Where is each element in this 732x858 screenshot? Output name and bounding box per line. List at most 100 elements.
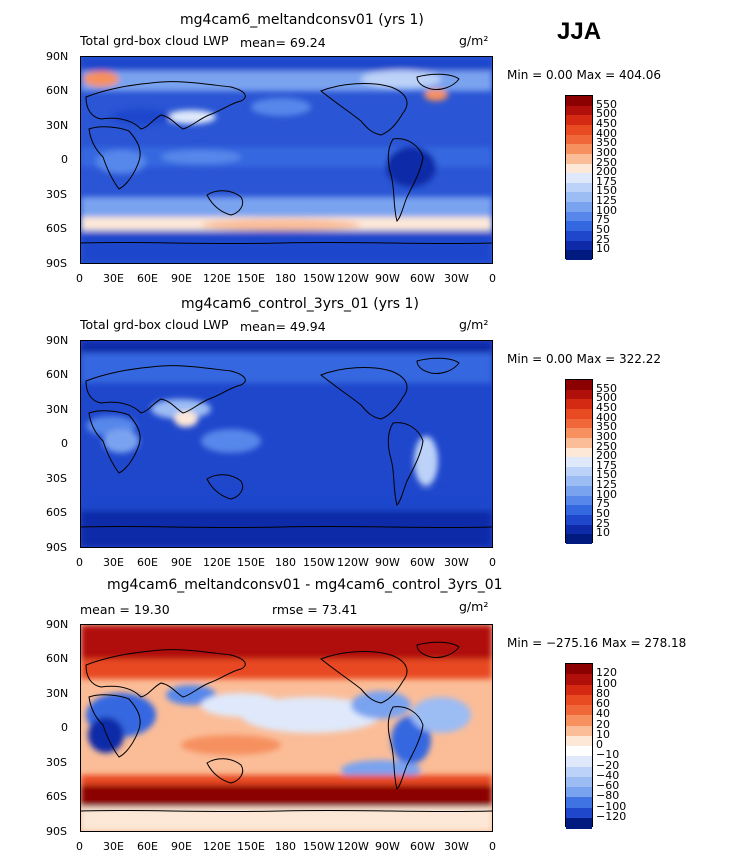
- colorbar-label: 10: [596, 526, 610, 540]
- lon-tick-label: 180: [275, 272, 296, 285]
- lat-tick-label: 90S: [46, 825, 67, 838]
- colorbar-label: 450: [596, 116, 617, 130]
- panel-2-mean: mean= 49.94: [240, 319, 326, 334]
- colorbar-swatch: [566, 250, 592, 261]
- colorbar-swatch: [566, 756, 592, 767]
- lon-tick-label: 60E: [137, 556, 158, 569]
- colorbar-swatch: [566, 515, 592, 526]
- panel-2-units: g/m²: [459, 317, 489, 332]
- lat-tick-label: 0: [61, 153, 68, 166]
- lat-tick-label: 0: [61, 721, 68, 734]
- lat-tick-label: 60N: [46, 84, 69, 97]
- lon-tick-label: 0: [76, 556, 83, 569]
- lon-tick-label: 150W: [303, 272, 335, 285]
- colorbar-swatch: [566, 664, 592, 675]
- lon-tick-label: 0: [76, 272, 83, 285]
- lat-tick-label: 30N: [46, 403, 69, 416]
- colorbar-label: 25: [596, 232, 610, 246]
- colorbar-label: 175: [596, 174, 617, 188]
- panel-2-title: mg4cam6_control_3yrs_01 (yrs 1): [181, 296, 419, 312]
- lon-tick-label: 120E: [203, 272, 231, 285]
- lon-tick-label: 90W: [375, 272, 400, 285]
- panel-1-variable-label: Total grd-box cloud LWP: [80, 33, 229, 48]
- lon-tick-label: 150E: [237, 272, 265, 285]
- lat-tick-label: 90N: [46, 618, 69, 631]
- colorbar-swatch: [566, 153, 592, 165]
- panel-3-min-max: Min = −275.16 Max = 278.18: [507, 636, 687, 650]
- colorbar-label: 550: [596, 381, 617, 395]
- lat-tick-label: 30S: [46, 188, 67, 201]
- panel-1-units: g/m²: [459, 33, 489, 48]
- lon-tick-label: 0: [489, 556, 496, 569]
- colorbar-label: 0: [596, 738, 603, 751]
- colorbar-swatch: [566, 746, 592, 757]
- lon-tick-label: 60W: [410, 556, 435, 569]
- colorbar-swatch: [566, 725, 592, 737]
- colorbar-label: 40: [596, 707, 610, 721]
- colorbar-label: 250: [596, 155, 617, 169]
- colorbar-label: 25: [596, 516, 610, 530]
- colorbar-swatch: [566, 495, 592, 506]
- colorbar-label: 75: [596, 213, 610, 227]
- colorbar-swatch: [566, 399, 592, 410]
- colorbar-label: 500: [596, 107, 617, 121]
- colorbar-label: 75: [596, 497, 610, 511]
- colorbar-swatch: [566, 694, 592, 706]
- colorbar-swatch: [566, 428, 592, 439]
- colorbar-label: 450: [596, 400, 617, 414]
- colorbar-swatch: [566, 705, 592, 716]
- colorbar-label: 300: [596, 145, 617, 159]
- colorbar-label: −10: [596, 748, 620, 762]
- panel-2-min-max: Min = 0.00 Max = 322.22: [507, 352, 661, 366]
- lat-tick-label: 60S: [46, 506, 67, 519]
- lon-tick-label: 30W: [444, 272, 469, 285]
- colorbar-swatch: [566, 144, 592, 155]
- colorbar-label: 100: [596, 676, 617, 690]
- colorbar-swatch: [566, 476, 592, 487]
- colorbar-label: 300: [596, 429, 617, 443]
- colorbar-swatch: [566, 418, 592, 429]
- colorbar-label: −60: [596, 779, 620, 792]
- panel-1-min-max: Min = 0.00 Max = 404.06: [507, 68, 661, 82]
- panel-1-mean: mean= 69.24: [240, 35, 326, 50]
- colorbar-swatch: [566, 735, 592, 747]
- colorbar-label: 50: [596, 223, 610, 237]
- colorbar-swatch: [566, 715, 592, 726]
- lon-tick-label: 90W: [375, 840, 400, 853]
- colorbar-swatch: [566, 173, 592, 184]
- colorbar-label: −100: [596, 799, 627, 813]
- panel-2-field: [81, 341, 492, 547]
- colorbar-swatch: [566, 96, 592, 107]
- colorbar-label: 350: [596, 136, 617, 150]
- colorbar-swatch: [566, 807, 592, 819]
- panel-2-colorbar: 550 500 450 400 350 300 250 200 175 150 125 100 75 50…: [565, 379, 625, 545]
- lat-tick-label: 0: [61, 437, 68, 450]
- colorbar-label: 80: [596, 686, 610, 700]
- lat-tick-label: 30N: [46, 119, 69, 132]
- colorbar-label: 250: [596, 439, 617, 453]
- lon-tick-label: 90W: [375, 556, 400, 569]
- panel-2-map: [80, 340, 493, 548]
- colorbar-swatch: [566, 124, 592, 136]
- colorbar-swatch: [566, 674, 592, 685]
- lat-tick-label: 90S: [46, 541, 67, 554]
- lon-tick-label: 120W: [337, 272, 369, 285]
- colorbar-swatch: [566, 182, 592, 193]
- lat-tick-label: 30N: [46, 687, 69, 700]
- lon-tick-label: 120E: [203, 840, 231, 853]
- colorbar-label: 60: [596, 697, 610, 710]
- lon-tick-label: 120W: [337, 556, 369, 569]
- colorbar-swatch: [566, 115, 592, 126]
- lat-tick-label: 30S: [46, 472, 67, 485]
- colorbar-label: 10: [596, 242, 610, 256]
- lon-tick-label: 0: [489, 272, 496, 285]
- colorbar-label: −120: [596, 809, 627, 823]
- lon-tick-label: 30E: [103, 556, 124, 569]
- colorbar-label: −20: [596, 758, 620, 772]
- colorbar-label: 200: [596, 449, 617, 463]
- colorbar-swatch: [566, 211, 592, 222]
- colorbar-swatch: [566, 787, 592, 798]
- lat-tick-label: 90S: [46, 257, 67, 270]
- colorbar-swatch: [566, 447, 592, 458]
- colorbar-label: 550: [596, 97, 617, 111]
